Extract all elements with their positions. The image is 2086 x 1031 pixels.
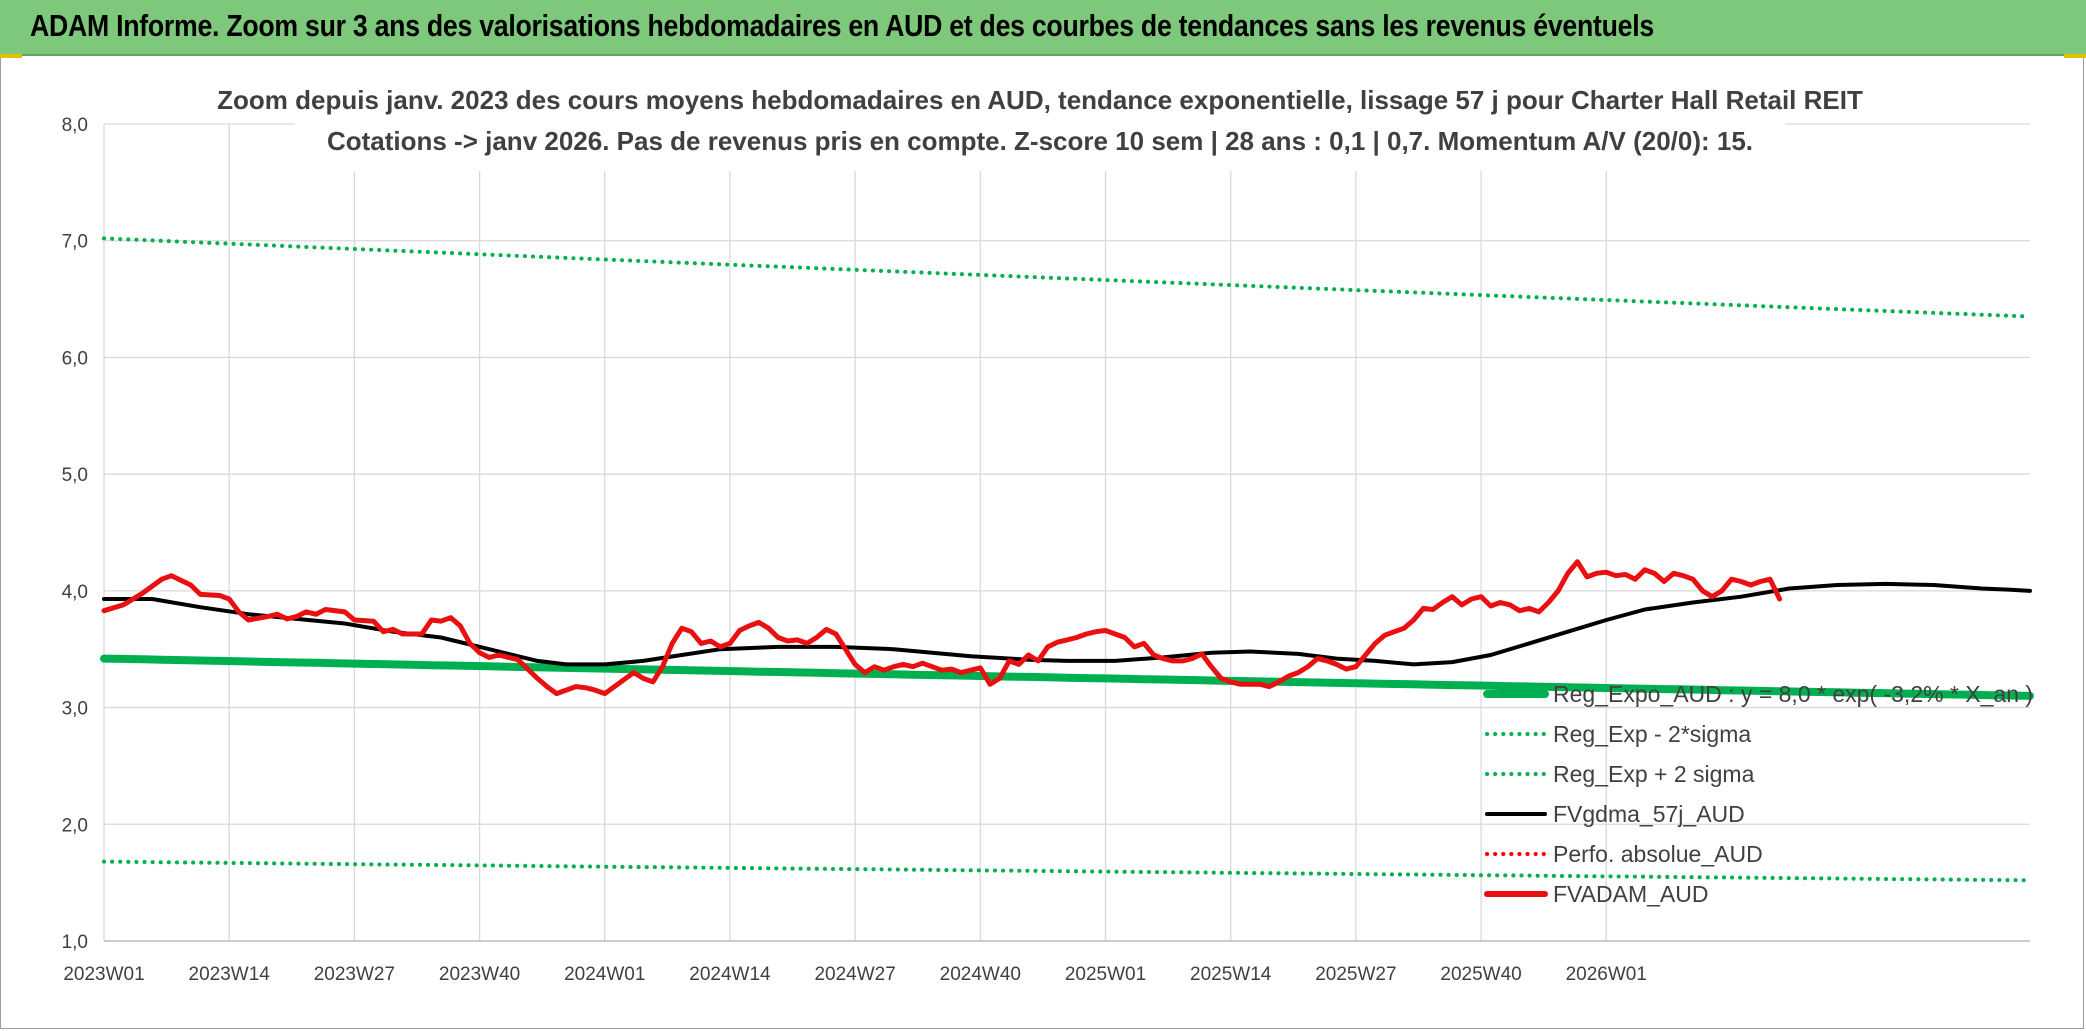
- series-line-5: [101, 559, 1783, 697]
- grid-layer: [103, 123, 2030, 942]
- corner-accent-right: [2064, 54, 2086, 58]
- y-tick-label: 5,0: [62, 465, 88, 486]
- legend-label: Reg_Expo_AUD : y = 8,0 * exp( -3,2% * X_…: [1553, 681, 2033, 707]
- subtitle-box: [295, 78, 1785, 171]
- x-tick-label: 2023W01: [63, 964, 144, 985]
- series-line-1: [102, 859, 2032, 883]
- x-tick-label: 2024W27: [814, 964, 895, 985]
- legend-label: FVgdma_57j_AUD: [1553, 801, 1745, 827]
- corner-accent-left: [0, 54, 22, 58]
- y-tick-label: 6,0: [62, 348, 88, 369]
- y-tick-label: 4,0: [62, 582, 88, 603]
- x-tick-label: 2025W14: [1190, 964, 1272, 985]
- series-layer: [100, 236, 2034, 883]
- chart-subtitle-line2: Cotations -> janv 2026. Pas de revenus p…: [327, 126, 1753, 156]
- x-tick-label: 2025W40: [1440, 964, 1521, 985]
- legend-label: FVADAM_AUD: [1553, 881, 1709, 907]
- legend: Reg_Expo_AUD : y = 8,0 * exp( -3,2% * X_…: [1483, 681, 2033, 907]
- page-title: ADAM Informe. Zoom sur 3 ans des valoris…: [30, 8, 1654, 43]
- series-line-2: [102, 236, 2032, 319]
- x-tick-label: 2024W01: [564, 964, 645, 985]
- legend-label: Reg_Exp + 2 sigma: [1553, 761, 1755, 787]
- legend-label: Perfo. absolue_AUD: [1553, 841, 1763, 867]
- y-tick-label: 3,0: [62, 699, 88, 720]
- series-line-0: [100, 654, 2034, 700]
- x-tick-label: 2025W27: [1315, 964, 1396, 985]
- y-tick-label: 8,0: [62, 115, 88, 136]
- axis-layer: 1,0 2,0 3,0 4,0 5,0 6,0 7,0 8,0 2023W01 2023W14 20…: [62, 115, 2030, 985]
- y-tick-label: 2,0: [62, 815, 88, 836]
- x-tick-label: 2025W01: [1065, 964, 1146, 985]
- x-tick-label: 2023W27: [314, 964, 395, 985]
- x-tick-label: 2023W40: [439, 964, 520, 985]
- series-line-3: [102, 581, 2032, 667]
- y-tick-label: 1,0: [62, 932, 88, 953]
- header-bar: ADAM Informe. Zoom sur 3 ans des valoris…: [0, 0, 2086, 56]
- x-tick-label: 2026W01: [1566, 964, 1647, 985]
- chart-subtitle-line1: Zoom depuis janv. 2023 des cours moyens …: [217, 85, 1863, 115]
- x-tick-label: 2023W14: [189, 964, 271, 985]
- legend-label: Reg_Exp - 2*sigma: [1553, 721, 1751, 747]
- x-tick-label: 2024W14: [689, 964, 771, 985]
- y-tick-label: 7,0: [62, 232, 88, 253]
- x-tick-label: 2024W40: [940, 964, 1021, 985]
